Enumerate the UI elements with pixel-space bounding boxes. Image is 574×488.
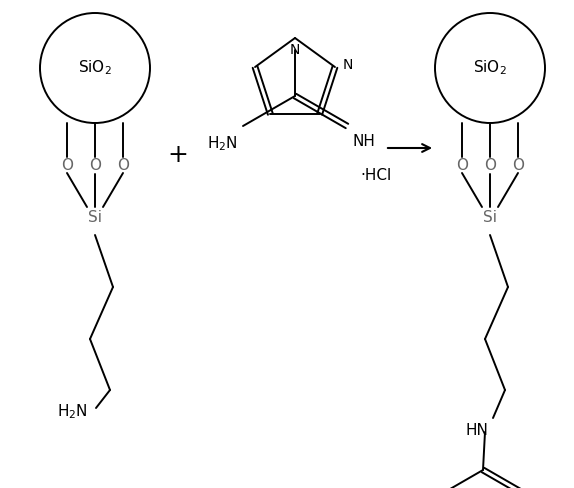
Text: O: O bbox=[117, 158, 129, 172]
Text: H$_2$N: H$_2$N bbox=[207, 134, 238, 153]
Text: Si: Si bbox=[483, 209, 497, 224]
Text: HN: HN bbox=[465, 423, 488, 438]
Text: O: O bbox=[512, 158, 524, 172]
Text: SiO$_2$: SiO$_2$ bbox=[78, 59, 112, 78]
Text: Si: Si bbox=[88, 209, 102, 224]
Text: +: + bbox=[168, 143, 188, 167]
Text: O: O bbox=[89, 158, 101, 172]
Text: ·HCl: ·HCl bbox=[360, 167, 391, 183]
Text: N: N bbox=[290, 43, 300, 57]
Text: NH: NH bbox=[352, 134, 375, 149]
Text: O: O bbox=[484, 158, 496, 172]
Text: H$_2$N: H$_2$N bbox=[57, 403, 88, 421]
Text: SiO$_2$: SiO$_2$ bbox=[473, 59, 507, 78]
Text: O: O bbox=[456, 158, 468, 172]
Text: N: N bbox=[343, 58, 354, 72]
Text: O: O bbox=[61, 158, 73, 172]
